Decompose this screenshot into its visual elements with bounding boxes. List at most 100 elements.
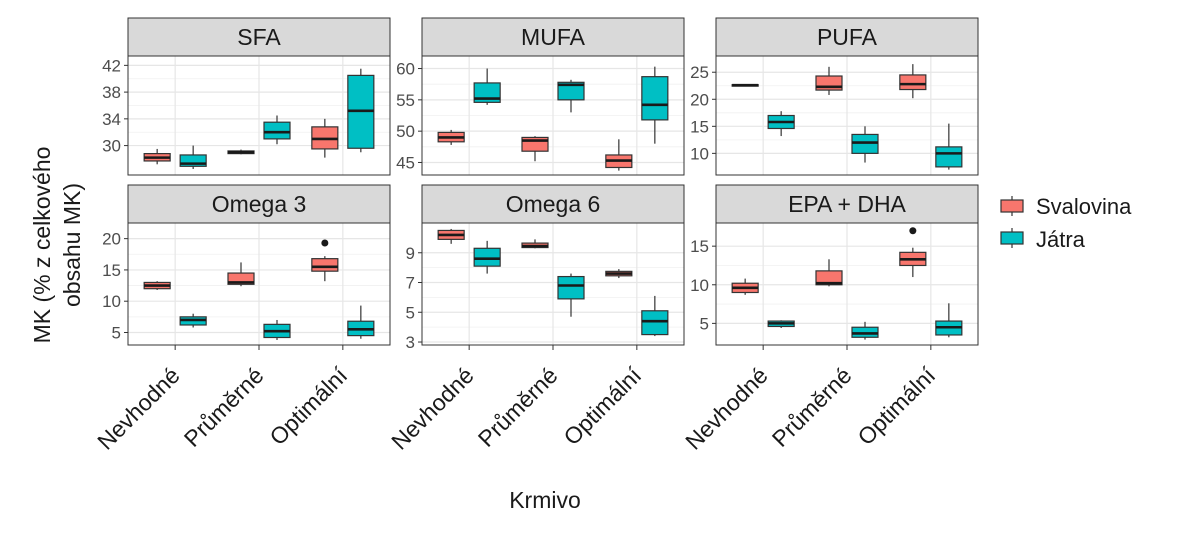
y-axis-title-line-2: obsahu MK) bbox=[59, 183, 85, 307]
box-iqr bbox=[557, 275, 585, 300]
box-jatra-prumerne bbox=[851, 126, 879, 163]
legend: Svalovina Játra bbox=[1000, 194, 1132, 252]
panel-title: Omega 6 bbox=[506, 191, 601, 217]
box-iqr bbox=[227, 272, 255, 285]
box-svalovina-optimalni bbox=[899, 64, 927, 99]
y-axis-title: MK (% z celkového obsahu MK) bbox=[29, 147, 85, 344]
panel-border bbox=[421, 55, 685, 176]
y-tick-label: 34 bbox=[102, 110, 121, 129]
panel-strip bbox=[127, 17, 391, 57]
box-svalovina-nevhodne bbox=[437, 228, 465, 244]
y-tick-label: 10 bbox=[690, 276, 709, 295]
y-tick-label: 55 bbox=[396, 91, 415, 110]
panel-strip bbox=[421, 184, 685, 224]
outlier-point bbox=[321, 239, 329, 247]
panel-strip bbox=[421, 17, 685, 57]
y-tick-label: 10 bbox=[690, 144, 709, 163]
y-tick-label: 42 bbox=[102, 56, 121, 75]
panel-sfa: SFA 30 34 38 42 bbox=[102, 17, 391, 176]
box-iqr bbox=[179, 154, 207, 167]
y-tick-label: 7 bbox=[406, 274, 415, 293]
y-tick-label: 10 bbox=[102, 292, 121, 311]
outlier-point bbox=[909, 227, 917, 235]
box-jatra-optimalni bbox=[347, 68, 375, 153]
box-svalovina-optimalni bbox=[311, 118, 339, 158]
y-tick-label: 38 bbox=[102, 83, 121, 102]
panel-border bbox=[715, 55, 979, 176]
box-svalovina-optimalni bbox=[311, 256, 339, 282]
y-tick-label: 20 bbox=[690, 90, 709, 109]
panel-strip bbox=[715, 184, 979, 224]
box-svalovina-optimalni bbox=[605, 269, 633, 279]
box-iqr bbox=[641, 76, 669, 121]
box-svalovina-nevhodne bbox=[143, 281, 171, 290]
y-tick-label: 60 bbox=[396, 60, 415, 79]
box-jatra-nevhodne bbox=[179, 313, 207, 328]
box-iqr bbox=[851, 133, 879, 154]
box-jatra-optimalni bbox=[641, 66, 669, 144]
box-svalovina-nevhodne bbox=[731, 278, 759, 295]
box-jatra-optimalni bbox=[641, 295, 669, 337]
y-tick-label: 45 bbox=[396, 153, 415, 172]
box-svalovina-prumerne bbox=[521, 239, 549, 249]
box-jatra-prumerne bbox=[263, 115, 291, 145]
x-axis-title: Krmivo bbox=[509, 487, 581, 513]
box-svalovina-prumerne bbox=[815, 259, 843, 287]
panel-title: SFA bbox=[237, 24, 281, 50]
box-jatra-prumerne bbox=[557, 79, 585, 113]
box-svalovina-prumerne bbox=[227, 149, 255, 155]
y-tick-label: 15 bbox=[690, 237, 709, 256]
box-jatra-optimalni bbox=[347, 305, 375, 339]
panel-title: EPA + DHA bbox=[788, 191, 906, 217]
y-tick-label: 9 bbox=[406, 244, 415, 263]
box-iqr bbox=[473, 247, 501, 267]
panel-title: MUFA bbox=[521, 24, 586, 50]
panel-mufa: MUFA 45 50 55 60 bbox=[396, 17, 685, 176]
box-jatra-optimalni bbox=[935, 303, 963, 338]
y-tick-label: 25 bbox=[690, 63, 709, 82]
box-jatra-nevhodne bbox=[767, 320, 795, 329]
box-jatra-nevhodne bbox=[473, 240, 501, 274]
box-iqr bbox=[311, 258, 339, 272]
y-tick-label: 3 bbox=[406, 333, 415, 352]
y-tick-label: 30 bbox=[102, 137, 121, 156]
legend-key-jatra bbox=[1000, 231, 1024, 245]
y-tick-label: 5 bbox=[700, 314, 709, 333]
y-tick-label: 15 bbox=[102, 261, 121, 280]
legend-key-svalovina bbox=[1000, 199, 1024, 213]
y-tick-label: 50 bbox=[396, 122, 415, 141]
box-jatra-prumerne bbox=[557, 273, 585, 317]
panel-border bbox=[127, 55, 391, 176]
box-svalovina-optimalni bbox=[899, 247, 927, 278]
y-tick-label: 5 bbox=[112, 323, 121, 342]
box-svalovina-prumerne bbox=[227, 262, 255, 287]
legend-label-svalovina: Svalovina bbox=[1036, 194, 1132, 219]
box-jatra-nevhodne bbox=[767, 111, 795, 137]
y-tick-label: 5 bbox=[406, 303, 415, 322]
box-iqr bbox=[641, 310, 669, 336]
panel-title: PUFA bbox=[817, 24, 878, 50]
box-svalovina-nevhodne bbox=[143, 148, 171, 165]
box-svalovina-optimalni bbox=[605, 139, 633, 171]
box-jatra-nevhodne bbox=[473, 68, 501, 105]
box-iqr bbox=[899, 74, 927, 91]
box-jatra-optimalni bbox=[935, 123, 963, 170]
box-iqr bbox=[935, 146, 963, 168]
facet-panels: SFA30343842MUFA45505560PUFA10152025Omega… bbox=[92, 17, 979, 455]
box-iqr bbox=[815, 270, 843, 286]
box-jatra-nevhodne bbox=[179, 145, 207, 169]
legend-label-jatra: Játra bbox=[1036, 227, 1086, 252]
panel-strip bbox=[127, 184, 391, 224]
y-tick-label: 15 bbox=[690, 117, 709, 136]
box-svalovina-prumerne bbox=[815, 66, 843, 95]
box-iqr bbox=[263, 121, 291, 140]
box-iqr bbox=[557, 81, 585, 101]
box-svalovina-nevhodne bbox=[437, 129, 465, 145]
y-tick-label: 20 bbox=[102, 230, 121, 249]
box-jatra-prumerne bbox=[851, 321, 879, 340]
panel-pufa: PUFA 10 15 20 25 bbox=[690, 17, 979, 176]
box-svalovina-prumerne bbox=[521, 136, 549, 162]
y-axis-title-line-1: MK (% z celkového bbox=[29, 147, 55, 344]
box-jatra-prumerne bbox=[263, 319, 291, 340]
